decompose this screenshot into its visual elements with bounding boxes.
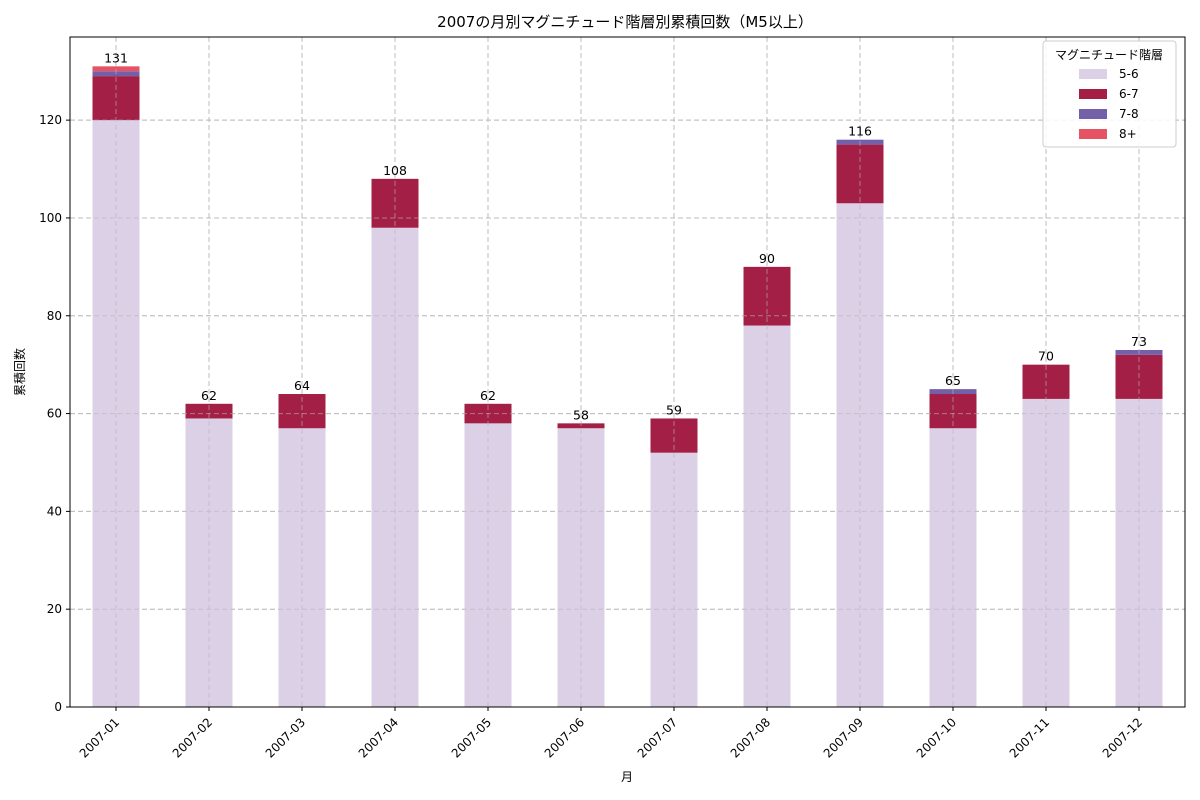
bar-segment-5-6 <box>650 452 698 707</box>
bar-total-label: 62 <box>201 388 217 403</box>
x-axis-ticks: 2007-01 2007-02 2007-03 2007-04 2007-05 2007-… <box>77 707 1145 761</box>
bar-total-label: 73 <box>1131 334 1147 349</box>
x-tick-label: 2007-02 <box>170 715 215 760</box>
bar-segment-8+ <box>92 66 140 72</box>
bar-total-label: 90 <box>759 251 775 266</box>
x-tick-label: 2007-07 <box>635 715 680 760</box>
x-tick-label: 2007-11 <box>1007 715 1052 760</box>
legend-title: マグニチュード階層 <box>1055 47 1163 62</box>
y-tick-label: 60 <box>47 407 62 421</box>
bar-total-label: 62 <box>480 388 496 403</box>
bars <box>70 37 1185 708</box>
bar-total-label: 131 <box>104 50 128 65</box>
x-axis-label: 月 <box>621 770 633 784</box>
y-axis-label: 累積回数 <box>12 348 27 396</box>
x-tick-label: 2007-10 <box>914 715 959 760</box>
plot-frame <box>69 36 1186 708</box>
legend-swatch-7-8 <box>1079 109 1107 119</box>
y-axis-ticks: 0 20 40 60 80 100 120 <box>39 113 70 714</box>
bar-total-label: 108 <box>383 163 407 178</box>
y-tick-label: 120 <box>39 113 62 127</box>
y-tick-label: 80 <box>47 309 62 323</box>
x-tick-label: 2007-12 <box>1100 715 1145 760</box>
legend-swatch-6-7 <box>1079 89 1107 99</box>
x-tick-label: 2007-03 <box>263 715 308 760</box>
x-tick-label: 2007-05 <box>449 715 494 760</box>
legend-swatch-8+ <box>1079 129 1107 139</box>
bar-total-label: 58 <box>573 407 589 422</box>
bar-segment-5-6 <box>185 418 233 707</box>
legend-label: 7-8 <box>1119 107 1139 121</box>
grid-lines <box>70 37 1185 707</box>
bar-segment-6-7 <box>371 178 419 228</box>
bar-total-label: 59 <box>666 402 682 417</box>
bar-total-label: 64 <box>294 378 310 393</box>
y-tick-label: 100 <box>39 211 62 225</box>
legend-swatch-5-6 <box>1079 69 1107 79</box>
legend: マグニチュード階層 5-6 6-7 7-8 8+ <box>1042 40 1177 148</box>
bar-total-labels: 131 62 64 108 62 58 59 90 116 65 70 73 <box>104 50 1147 422</box>
y-tick-label: 20 <box>47 602 62 616</box>
legend-label: 5-6 <box>1119 67 1139 81</box>
bar-total-label: 116 <box>848 124 872 139</box>
bar-total-label: 70 <box>1038 349 1054 364</box>
bar-segment-5-6 <box>371 227 419 707</box>
y-tick-label: 0 <box>54 700 62 714</box>
x-tick-label: 2007-09 <box>821 715 866 760</box>
bar-segment-6-7 <box>185 403 233 419</box>
legend-box <box>1042 40 1177 148</box>
bar-total-label: 65 <box>945 373 961 388</box>
x-tick-label: 2007-08 <box>728 715 773 760</box>
x-tick-label: 2007-06 <box>542 715 587 760</box>
x-tick-label: 2007-04 <box>356 715 401 760</box>
chart-title: 2007の月別マグニチュード階層別累積回数（M5以上） <box>437 13 813 31</box>
legend-label: 6-7 <box>1119 87 1139 101</box>
legend-label: 8+ <box>1119 127 1137 141</box>
axes <box>69 36 1186 708</box>
y-tick-label: 40 <box>47 504 62 518</box>
x-tick-label: 2007-01 <box>77 715 122 760</box>
